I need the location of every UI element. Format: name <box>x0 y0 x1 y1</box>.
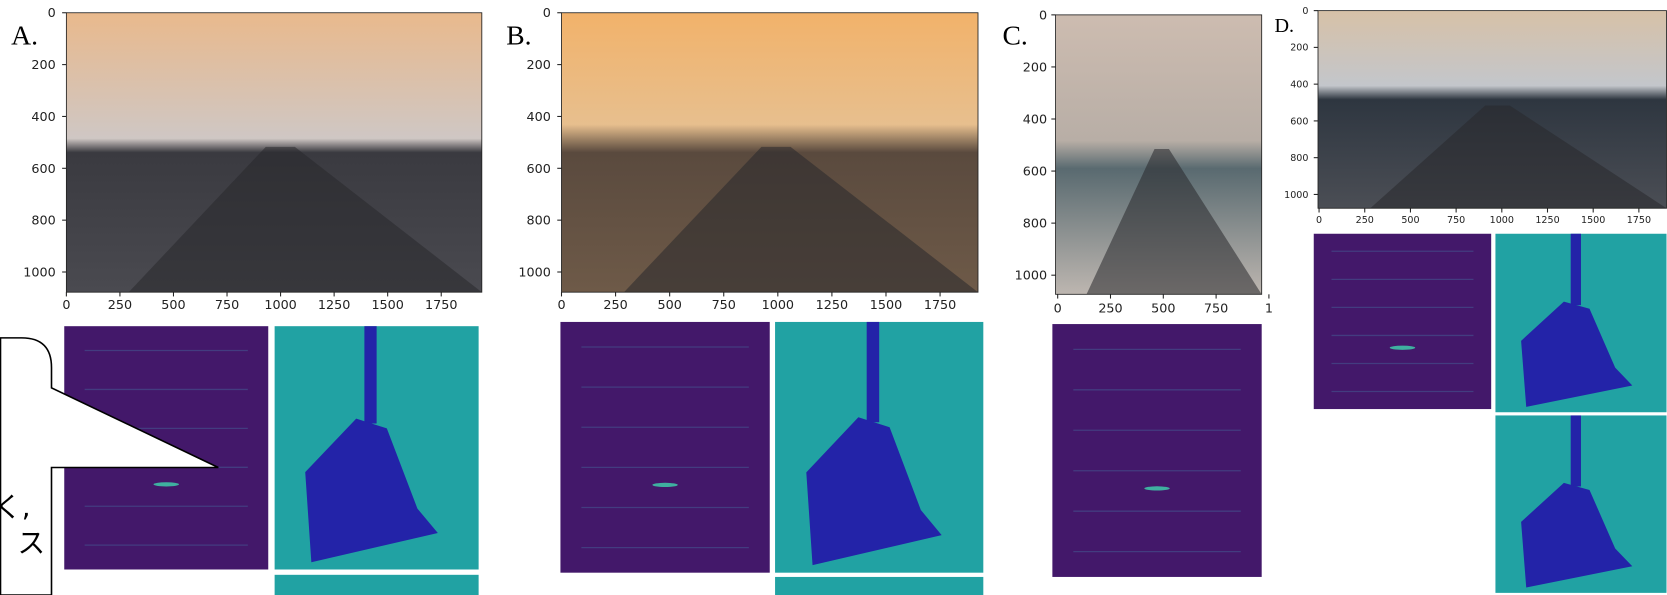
x-tick-label: 1000 <box>1490 215 1514 226</box>
panel-label: C. <box>1002 20 1027 51</box>
x-tick-label: 1250 <box>318 298 350 313</box>
y-tick-label: 400 <box>1290 79 1308 90</box>
panel-label: D. <box>1274 15 1294 37</box>
heatmap <box>1314 234 1491 409</box>
y-tick-label: 1000 <box>23 265 55 280</box>
y-tick-label: 0 <box>543 6 551 21</box>
x-tick-label: 750 <box>712 298 736 313</box>
x-tick-label: 500 <box>1401 215 1419 226</box>
heatmap-spot <box>652 483 678 487</box>
x-tick-label: 250 <box>603 298 627 313</box>
x-tick-label: 0 <box>1054 301 1062 316</box>
y-tick-label: 0 <box>48 6 56 21</box>
x-tick-label: 750 <box>1447 215 1465 226</box>
heatmap <box>1052 324 1261 577</box>
x-tick-label: 0 <box>557 298 565 313</box>
y-tick-label: 1000 <box>1015 269 1047 284</box>
x-tick-label: 1500 <box>1581 215 1605 226</box>
heatmap <box>560 322 769 573</box>
y-tick-label: 600 <box>1023 165 1047 180</box>
y-tick-label: 400 <box>1023 112 1047 127</box>
x-tick-label: 1500 <box>870 298 902 313</box>
y-tick-label: 200 <box>1290 43 1308 54</box>
y-tick-label: 1000 <box>518 265 550 280</box>
y-tick-label: 800 <box>31 214 55 229</box>
x-tick-label: 1 <box>1265 301 1273 316</box>
mask-stem <box>1571 234 1581 305</box>
y-tick-label: 800 <box>527 214 551 229</box>
x-tick-label: 500 <box>657 298 681 313</box>
y-tick-label: 0 <box>1302 6 1308 17</box>
x-tick-label: 250 <box>1098 301 1122 316</box>
y-tick-label: 200 <box>1023 60 1047 75</box>
heatmap-spot <box>1390 346 1416 350</box>
panel-label: B. <box>506 20 531 51</box>
y-tick-label: 200 <box>31 58 55 73</box>
x-tick-label: 1000 <box>264 298 296 313</box>
x-tick-label: 1250 <box>1535 215 1559 226</box>
y-tick-label: 400 <box>31 110 55 125</box>
mask-stem <box>867 322 879 422</box>
y-tick-label: 800 <box>1023 217 1047 232</box>
heatmap-spot <box>154 482 180 486</box>
y-tick-label: 200 <box>527 58 551 73</box>
y-tick-label: 1000 <box>1284 190 1308 201</box>
heatmap-spot <box>1144 486 1170 490</box>
y-tick-label: 600 <box>31 162 55 177</box>
y-tick-label: 600 <box>527 162 551 177</box>
x-tick-label: 250 <box>108 298 132 313</box>
x-tick-label: 1000 <box>762 298 794 313</box>
y-tick-label: 400 <box>527 110 551 125</box>
x-tick-label: 0 <box>62 298 70 313</box>
y-tick-label: 600 <box>1290 116 1308 127</box>
mask-stem <box>1571 415 1581 486</box>
x-tick-label: 1250 <box>816 298 848 313</box>
x-tick-label: 750 <box>1204 301 1228 316</box>
figure: A.02004006008001000025050075010001250150… <box>0 0 1667 595</box>
y-tick-label: 800 <box>1290 153 1308 164</box>
callout-text: く, <box>0 490 31 523</box>
x-tick-label: 1750 <box>924 298 956 313</box>
x-tick-label: 1750 <box>425 298 457 313</box>
panel-label: A. <box>11 20 38 51</box>
y-tick-label: 0 <box>1039 8 1047 23</box>
x-tick-label: 500 <box>1151 301 1175 316</box>
x-tick-label: 1500 <box>371 298 403 313</box>
mask <box>775 577 983 595</box>
x-tick-label: 0 <box>1316 215 1322 226</box>
mask-stem <box>364 326 376 423</box>
callout-text: ス <box>18 527 46 560</box>
x-tick-label: 1750 <box>1627 215 1651 226</box>
mask <box>275 575 479 595</box>
x-tick-label: 750 <box>215 298 239 313</box>
x-tick-label: 500 <box>161 298 185 313</box>
x-tick-label: 250 <box>1356 215 1374 226</box>
